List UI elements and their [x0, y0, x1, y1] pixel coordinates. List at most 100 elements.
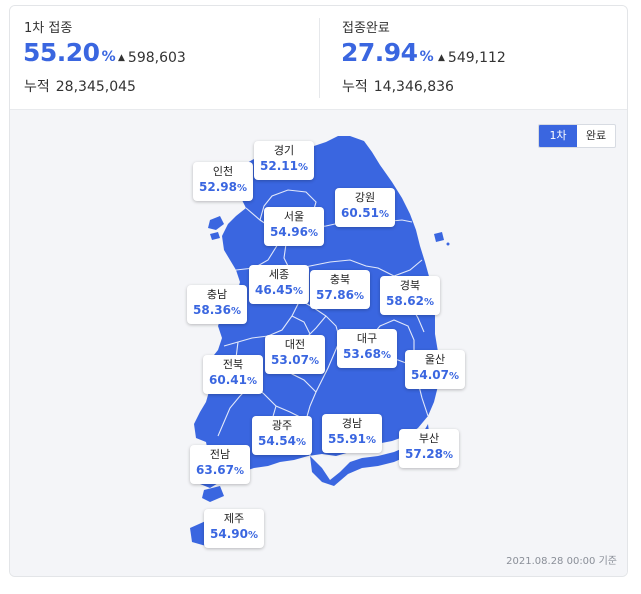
toggle-first-dose[interactable]: 1차 [539, 125, 577, 147]
region-name: 전북 [222, 358, 244, 371]
region-rate-unit: % [230, 306, 241, 317]
region-rate-unit: % [292, 286, 303, 297]
region-rate-value: 52.11 [260, 159, 298, 173]
west-islet [210, 232, 220, 240]
region-rate-value: 53.07 [271, 353, 309, 367]
update-timestamp: 2021.08.28 00:00 기준 [506, 556, 617, 567]
region-rate: 54.90% [210, 526, 258, 544]
fully-vaccinated-cumulative: 누적 14,346,836 [342, 76, 454, 96]
fully-vaccinated-label: 접종완료 [342, 21, 390, 36]
vaccination-card: 1차 접종 55.20% ▲ 598,603 누적 28,345,045 접종완료 … [9, 5, 628, 577]
region-rate-unit: % [236, 183, 247, 194]
region-label-gwangju[interactable]: 광주 54.54% [252, 416, 312, 455]
triangle-up-icon: ▲ [438, 53, 445, 63]
region-rate-unit: % [233, 466, 244, 477]
region-label-chungbuk[interactable]: 충북 57.86% [310, 270, 370, 309]
region-label-gyeongbuk[interactable]: 경북 58.62% [380, 276, 440, 315]
stats-divider [319, 18, 320, 98]
region-rate: 60.51% [341, 205, 389, 223]
ulleung-island [434, 232, 444, 242]
region-name: 경기 [273, 144, 295, 157]
region-rate: 58.62% [386, 293, 434, 311]
region-rate-value: 60.41 [209, 373, 247, 387]
region-label-daejeon[interactable]: 대전 53.07% [265, 335, 325, 374]
region-rate: 53.07% [271, 352, 319, 370]
region-rate: 54.96% [270, 224, 318, 242]
triangle-up-icon: ▲ [118, 53, 125, 63]
region-label-busan[interactable]: 부산 57.28% [399, 429, 459, 468]
fully-vaccinated-rate-unit: % [419, 49, 434, 65]
region-rate-value: 57.86 [316, 288, 354, 302]
region-name: 인천 [212, 165, 234, 178]
first-dose-stat: 1차 접종 55.20% ▲ 598,603 누적 28,345,045 [10, 6, 310, 109]
toggle-fully-vaccinated[interactable]: 완료 [585, 129, 607, 142]
region-rate-unit: % [247, 530, 258, 541]
region-name: 경북 [399, 279, 421, 292]
first-dose-rate-value: 55.20 [23, 38, 100, 67]
region-label-sejong[interactable]: 세종 46.45% [249, 265, 309, 304]
region-label-ulsan[interactable]: 울산 54.07% [405, 350, 465, 389]
region-rate: 57.86% [316, 287, 364, 305]
fully-vaccinated-rate-value: 27.94 [341, 38, 418, 67]
region-rate: 53.68% [343, 346, 391, 364]
region-label-gyeongnam[interactable]: 경남 55.91% [322, 414, 382, 453]
first-dose-cumulative: 누적 28,345,045 [24, 76, 136, 96]
fully-vaccinated-rate: 27.94% [341, 38, 434, 67]
region-rate-value: 53.68 [343, 347, 381, 361]
region-rate-value: 54.90 [210, 527, 248, 541]
region-rate: 46.45% [255, 282, 303, 300]
region-name: 충남 [206, 288, 228, 301]
southwest-island-2 [202, 486, 224, 502]
region-name: 경남 [341, 417, 363, 430]
region-name: 서울 [283, 210, 305, 223]
region-name: 광주 [271, 419, 293, 432]
region-rate-unit: % [308, 356, 319, 367]
first-dose-delta: ▲ 598,603 [118, 50, 186, 66]
region-label-incheon[interactable]: 인천 52.98% [193, 162, 253, 201]
region-rate-value: 54.54 [258, 434, 296, 448]
region-rate: 54.54% [258, 433, 306, 451]
region-rate-unit: % [297, 162, 308, 173]
region-rate: 63.67% [196, 462, 244, 480]
region-rate-value: 55.91 [328, 432, 366, 446]
region-name: 대전 [284, 338, 306, 351]
region-label-jeju[interactable]: 제주 54.90% [204, 509, 264, 548]
dokdo-dot [446, 242, 450, 246]
stats-header: 1차 접종 55.20% ▲ 598,603 누적 28,345,045 접종완료 … [10, 6, 627, 109]
region-label-daegu[interactable]: 대구 53.68% [337, 329, 397, 368]
region-name: 충북 [329, 273, 351, 286]
region-name: 전남 [209, 448, 231, 461]
region-label-gyeonggi[interactable]: 경기 52.11% [254, 141, 314, 180]
region-label-seoul[interactable]: 서울 54.96% [264, 207, 324, 246]
fully-vaccinated-cumulative-value: 14,346,836 [373, 79, 454, 95]
region-label-chungnam[interactable]: 충남 58.36% [187, 285, 247, 324]
ganghwa-island [208, 216, 224, 230]
first-dose-label: 1차 접종 [24, 21, 73, 36]
region-rate: 57.28% [405, 446, 453, 464]
region-label-jeonbuk[interactable]: 전북 60.41% [203, 355, 263, 394]
region-rate-unit: % [442, 450, 453, 461]
region-rate-value: 54.07 [411, 368, 449, 382]
region-rate-value: 57.28 [405, 447, 443, 461]
fully-vaccinated-delta: ▲ 549,112 [438, 50, 506, 66]
region-rate: 60.41% [209, 372, 257, 390]
region-name: 제주 [223, 512, 245, 525]
region-rate: 52.11% [260, 158, 308, 176]
region-rate-unit: % [423, 297, 434, 308]
region-name: 세종 [268, 268, 290, 281]
region-rate-unit: % [365, 435, 376, 446]
region-rate: 52.98% [199, 179, 247, 197]
region-rate-value: 54.96 [270, 225, 308, 239]
region-rate-value: 58.62 [386, 294, 424, 308]
first-dose-delta-value: 598,603 [127, 50, 186, 66]
region-name: 울산 [424, 353, 446, 366]
fully-vaccinated-stat: 접종완료 27.94% ▲ 549,112 누적 14,346,836 [328, 6, 627, 109]
first-dose-rate-unit: % [101, 49, 116, 65]
map-panel: 1차 완료 [10, 109, 627, 576]
region-rate-unit: % [353, 291, 364, 302]
dose-toggle: 1차 완료 [538, 124, 616, 148]
region-rate-value: 52.98 [199, 180, 237, 194]
region-rate-value: 58.36 [193, 303, 231, 317]
region-label-gangwon[interactable]: 강원 60.51% [335, 188, 395, 227]
region-label-jeonnam[interactable]: 전남 63.67% [190, 445, 250, 484]
